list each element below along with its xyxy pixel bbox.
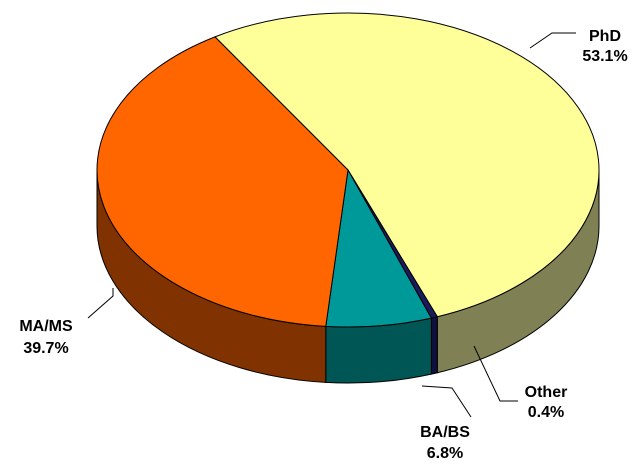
pie-tops bbox=[96, 12, 600, 328]
leader-line-babs bbox=[421, 385, 472, 418]
slice-label-babs-name: BA/BS bbox=[420, 424, 470, 441]
leader-lines bbox=[87, 32, 576, 418]
slice-label-other: Other 0.4% bbox=[525, 384, 568, 421]
leader-line-phd bbox=[529, 32, 576, 49]
slice-label-other-value: 0.4% bbox=[528, 404, 564, 421]
slice-label-babs-value: 6.8% bbox=[427, 445, 463, 462]
slice-label-babs: BA/BS 6.8% bbox=[420, 424, 470, 462]
pie-slice-phd bbox=[214, 12, 600, 318]
pie-side-babs bbox=[325, 317, 432, 384]
slice-label-mams-name: MA/MS bbox=[19, 318, 73, 335]
pie-slice-babs bbox=[325, 168, 433, 328]
slice-label-phd-value: 53.1% bbox=[582, 48, 627, 65]
slice-label-phd: PhD 53.1% bbox=[582, 28, 627, 65]
leader-line-other bbox=[473, 345, 518, 402]
slice-label-mams-value: 39.7% bbox=[23, 340, 68, 357]
pie-slice-mams bbox=[96, 36, 349, 327]
pie-side-other bbox=[430, 316, 438, 375]
leader-line-mams bbox=[87, 288, 114, 319]
pie-sides bbox=[96, 169, 600, 384]
slice-label-mams: MA/MS 39.7% bbox=[19, 318, 73, 357]
slice-label-other-name: Other bbox=[525, 384, 568, 401]
slice-label-phd-name: PhD bbox=[589, 28, 621, 45]
